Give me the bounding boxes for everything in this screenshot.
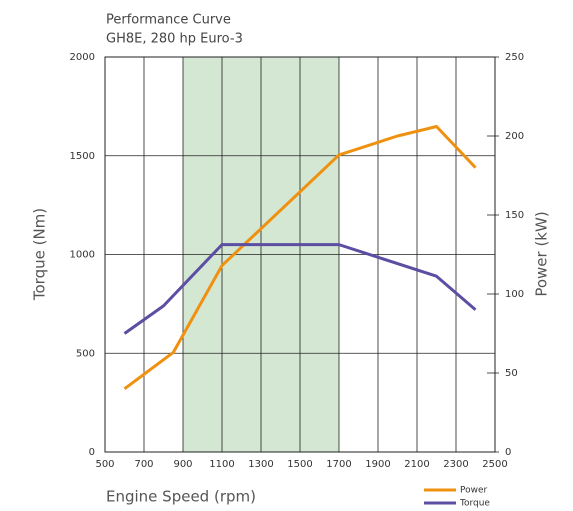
legend-label: Power xyxy=(460,486,488,496)
y-tick-label: 500 xyxy=(76,348,95,359)
x-tick-label: 1700 xyxy=(326,459,351,470)
y-tick-label: 1000 xyxy=(70,250,95,261)
x-tick-label: 500 xyxy=(95,459,114,470)
y-axis-label: Torque (Nm) xyxy=(31,208,49,301)
y-tick-label: 2000 xyxy=(70,52,95,63)
y2-tick-label: 50 xyxy=(505,368,518,379)
x-tick-label: 1900 xyxy=(365,459,390,470)
y2-tick-label: 150 xyxy=(505,210,524,221)
x-tick-label: 1500 xyxy=(287,459,312,470)
series-line xyxy=(123,243,477,335)
y2-tick-label: 100 xyxy=(505,289,524,300)
chart-title: Performance Curve xyxy=(106,13,231,28)
series-line xyxy=(123,125,477,391)
x-tick-label: 1100 xyxy=(209,459,234,470)
y2-tick-label: 0 xyxy=(505,447,511,458)
x-tick-label: 2100 xyxy=(404,459,429,470)
x-tick-label: 900 xyxy=(173,459,192,470)
x-tick-label: 700 xyxy=(134,459,153,470)
x-tick-label: 1300 xyxy=(248,459,273,470)
x-tick-label: 2500 xyxy=(482,459,507,470)
y2-tick-label: 200 xyxy=(505,131,524,142)
legend-label: Torque xyxy=(459,499,490,509)
x-tick-label: 2300 xyxy=(443,459,468,470)
x-axis-label: Engine Speed (rpm) xyxy=(106,488,256,506)
plot-frame xyxy=(104,56,496,453)
y-tick-label: 1500 xyxy=(70,151,95,162)
y2-axis-label: Power (kW) xyxy=(533,211,551,296)
y2-tick-label: 250 xyxy=(505,52,524,63)
chart-subtitle: GH8E, 280 hp Euro-3 xyxy=(106,32,243,47)
y-tick-label: 0 xyxy=(89,447,95,458)
